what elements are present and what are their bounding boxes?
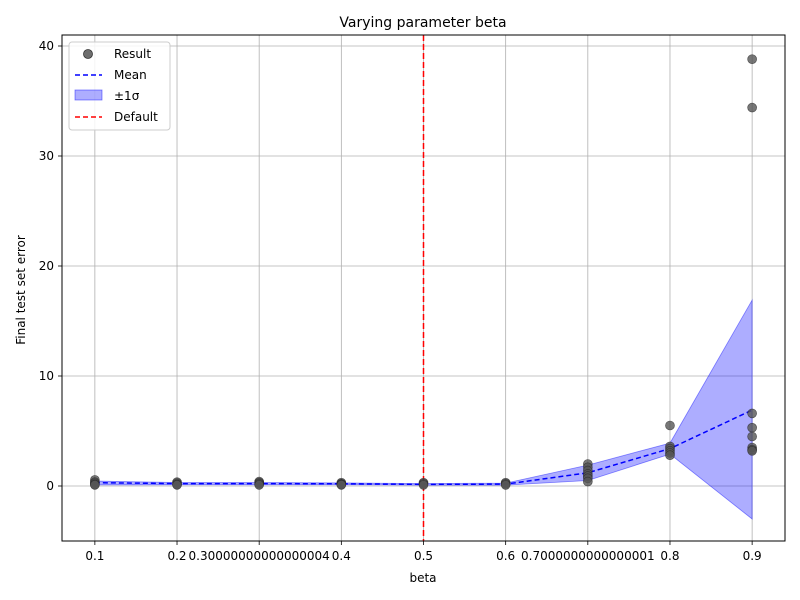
result-point bbox=[747, 102, 757, 113]
result-point bbox=[747, 422, 757, 433]
x-tick-label: 0.4 bbox=[332, 549, 351, 563]
result-point bbox=[583, 476, 593, 487]
result-point bbox=[172, 480, 182, 490]
x-tick-label: 0.9 bbox=[743, 549, 762, 563]
result-point bbox=[90, 480, 100, 490]
x-tick-label: 0.7000000000000001 bbox=[521, 549, 655, 563]
y-tick-label: 20 bbox=[39, 259, 54, 273]
result-point bbox=[665, 420, 675, 431]
result-point bbox=[254, 480, 264, 490]
x-axis-label: beta bbox=[409, 571, 436, 585]
chart-title: Varying parameter beta bbox=[339, 15, 506, 31]
result-point bbox=[665, 450, 675, 461]
result-point bbox=[747, 54, 757, 65]
x-tick-label: 0.6 bbox=[496, 549, 515, 563]
legend-result-marker bbox=[83, 49, 93, 59]
result-point bbox=[336, 480, 347, 490]
legend-band-label: ±1σ bbox=[114, 89, 140, 103]
legend-default-label: Default bbox=[114, 110, 158, 124]
legend-box bbox=[68, 41, 171, 131]
result-points bbox=[90, 54, 757, 490]
x-tick-label: 0.5 bbox=[414, 549, 433, 563]
y-tick-label: 0 bbox=[46, 479, 54, 493]
legend: Result Mean ±1σ Default bbox=[68, 41, 171, 131]
legend-band-swatch bbox=[74, 89, 103, 101]
result-point bbox=[418, 480, 429, 490]
x-tick-label: 0.30000000000000004 bbox=[189, 549, 330, 563]
x-tick-label: 0.8 bbox=[660, 549, 679, 563]
y-tick-label: 30 bbox=[39, 149, 54, 163]
y-ticks: 0 10 20 30 40 bbox=[39, 39, 62, 493]
result-point bbox=[747, 431, 757, 442]
legend-mean-label: Mean bbox=[114, 68, 147, 82]
x-ticks: 0.1 0.2 0.30000000000000004 0.4 0.5 0.6 0.7000… bbox=[85, 541, 762, 563]
x-tick-label: 0.2 bbox=[167, 549, 186, 563]
y-tick-label: 10 bbox=[39, 369, 54, 383]
y-axis-label: Final test set error bbox=[14, 235, 28, 345]
result-point bbox=[747, 408, 757, 419]
legend-result-label: Result bbox=[114, 47, 151, 61]
x-tick-label: 0.1 bbox=[85, 549, 104, 563]
y-tick-label: 40 bbox=[39, 39, 54, 53]
result-point bbox=[500, 480, 511, 490]
result-point bbox=[747, 445, 757, 456]
